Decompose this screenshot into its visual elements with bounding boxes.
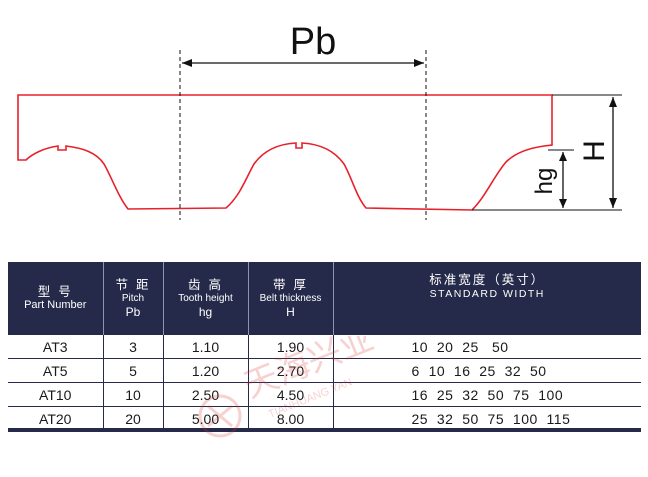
header-standard-width-cn: 标准宽度（英寸）: [429, 272, 546, 287]
header-belt-thickness-cn: 带 厚: [273, 276, 308, 292]
cell-standard-widths: 16 25 32 50 75 100: [333, 382, 641, 407]
cell-belt-thickness: 8.00: [248, 406, 334, 430]
header-part-number-cn: 型 号: [37, 283, 73, 299]
belt-profile-outline: [17, 94, 553, 211]
cell-tooth-height: 1.20: [163, 358, 249, 383]
cell-belt-thickness: 4.50: [248, 382, 334, 407]
tooth-height-label: hg: [531, 168, 558, 195]
table-row: AT20 20 5.00 8.00 25 32 50 75 100 115: [8, 406, 641, 430]
header-belt-thickness-en: Belt thickness: [259, 292, 322, 304]
header-belt-thickness: 带 厚 Belt thickness H: [248, 262, 334, 335]
thickness-arrow-bottom: [609, 198, 617, 208]
header-standard-width: 标准宽度（英寸） STANDARD WIDTH: [333, 262, 641, 335]
cell-pitch: 10: [103, 382, 164, 407]
cell-standard-widths: 25 32 50 75 100 115: [411, 410, 571, 427]
cell-belt-thickness: 1.90: [248, 335, 334, 359]
header-pitch-cn: 节 距: [115, 276, 151, 292]
cell-part-number: AT3: [8, 335, 104, 359]
cell-pitch: 3: [103, 335, 164, 359]
pitch-label: Pb: [290, 21, 336, 63]
tooth-height-arrow-top: [559, 152, 567, 161]
table-bottom-rule: [8, 428, 641, 432]
cell-part-number: AT10: [8, 382, 104, 407]
header-tooth-height-cn: 齿 高: [188, 276, 223, 292]
timing-belt-tooth-profile-diagram: Pb H hg: [17, 21, 622, 220]
cell-tooth-height: 5.00: [163, 406, 249, 430]
cell-pitch: 5: [103, 358, 164, 383]
cell-tooth-height: 2.50: [163, 382, 249, 407]
header-pitch-symbol: Pb: [125, 305, 141, 320]
tooth-height-arrow-bottom: [559, 199, 567, 208]
cell-standard-widths: 10 20 25 50: [333, 335, 641, 359]
table-row: AT10 10 2.50 4.50 16 25 32 50 75 100: [8, 382, 641, 407]
table-row: AT5 5 1.20 2.70 6 10 16 25 32 50: [8, 358, 641, 383]
header-part-number: 型 号 Part Number: [8, 262, 104, 335]
header-tooth-height-en: Tooth height: [178, 292, 233, 304]
header-pitch: 节 距 Pitch Pb: [103, 262, 164, 335]
cell-tooth-height: 1.10: [163, 335, 249, 359]
table-header-row: 型 号 Part Number 节 距 Pitch Pb 齿 高 Tooth h…: [8, 262, 641, 335]
cell-part-number: AT20: [8, 406, 104, 430]
header-part-number-en: Part Number: [24, 299, 87, 312]
pitch-arrow-left: [182, 59, 192, 67]
thickness-label: H: [578, 140, 611, 162]
header-belt-thickness-symbol: H: [286, 305, 295, 320]
belt-specification-table: 型 号 Part Number 节 距 Pitch Pb 齿 高 Tooth h…: [8, 262, 641, 430]
cell-standard-widths: 6 10 16 25 32 50: [333, 358, 641, 383]
table-row: AT3 3 1.10 1.90 10 20 25 50: [8, 335, 641, 359]
header-pitch-en: Pitch: [121, 292, 145, 304]
cell-belt-thickness: 2.70: [248, 358, 334, 383]
cell-pitch: 20: [103, 406, 164, 430]
header-standard-width-en: STANDARD WIDTH: [429, 287, 545, 300]
pitch-arrow-right: [414, 59, 424, 67]
cell-part-number: AT5: [8, 358, 104, 383]
header-tooth-height: 齿 高 Tooth height hg: [163, 262, 249, 335]
header-tooth-height-symbol: hg: [198, 305, 213, 320]
thickness-arrow-top: [609, 97, 617, 107]
